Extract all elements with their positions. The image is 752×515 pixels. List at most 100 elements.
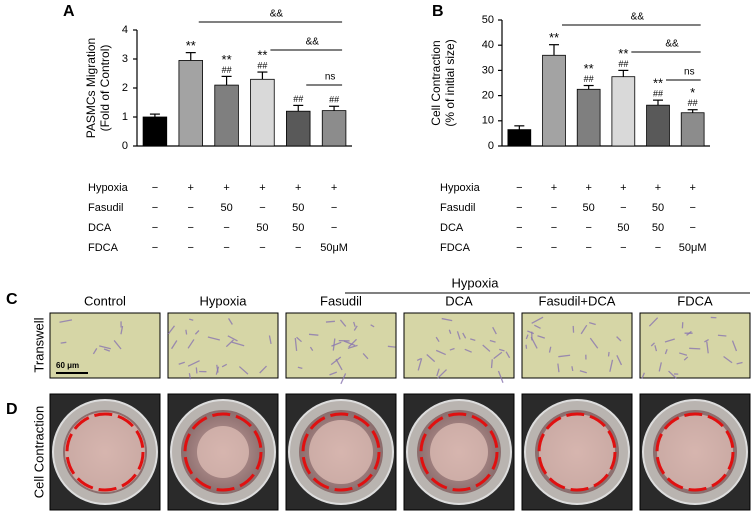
cell — [189, 318, 194, 321]
cell — [558, 354, 571, 358]
table-cell: + — [585, 182, 591, 194]
cell — [664, 349, 668, 355]
cell — [482, 344, 491, 352]
table-row-label: DCA — [440, 222, 464, 234]
comparison-label: && — [631, 12, 645, 23]
table-cell: + — [620, 182, 626, 194]
column-label: FDCA — [677, 293, 713, 308]
table-cell: + — [551, 182, 557, 194]
table-cell: − — [551, 222, 557, 234]
cell — [187, 339, 195, 349]
table-cell: − — [655, 242, 661, 254]
table-row-label: DCA — [88, 222, 112, 234]
table-cell: − — [223, 242, 229, 254]
y-tick-label: 50 — [482, 14, 494, 26]
y-tick-label: 2 — [122, 82, 128, 94]
significance-mark: ## — [329, 95, 339, 105]
cell — [525, 344, 528, 349]
cell — [294, 337, 298, 351]
cell — [679, 352, 688, 356]
gel — [197, 426, 249, 478]
cell — [362, 353, 369, 360]
cell — [668, 370, 677, 379]
table-cell: − — [188, 222, 194, 234]
cell — [654, 345, 658, 352]
cell — [435, 336, 440, 343]
significance-mark: * — [690, 85, 695, 100]
bar — [142, 116, 168, 147]
significance-mark: ** — [549, 30, 559, 45]
cell — [325, 320, 335, 323]
cell — [187, 360, 200, 367]
cell — [490, 359, 493, 369]
cell — [228, 318, 233, 325]
cell — [92, 348, 98, 355]
y-tick-label: 40 — [482, 39, 494, 51]
bar — [507, 129, 532, 147]
cell — [225, 339, 234, 348]
cell — [103, 348, 111, 352]
significance-mark: ** — [653, 76, 663, 91]
table-row-label: Hypoxia — [440, 182, 481, 194]
table-cell: − — [551, 242, 557, 254]
cell — [616, 336, 622, 342]
group-label: Hypoxia — [452, 275, 500, 290]
table-cell: 50 — [652, 222, 664, 234]
table-cell: − — [620, 242, 626, 254]
bar — [576, 88, 601, 147]
cell — [329, 371, 337, 376]
table-cell: − — [152, 222, 158, 234]
table-row-label: FDCA — [88, 242, 119, 254]
cell — [353, 325, 358, 331]
cell — [339, 319, 347, 327]
cell — [448, 329, 452, 334]
cell — [527, 330, 535, 335]
cell — [268, 335, 272, 344]
column-label: Fasudil — [320, 293, 362, 308]
cell — [60, 341, 67, 344]
table-cell: − — [331, 202, 337, 214]
table-cell: − — [331, 222, 337, 234]
comparison-label: && — [270, 9, 284, 20]
comparison-label: ns — [684, 67, 695, 78]
bar — [286, 110, 311, 147]
table-cell: − — [516, 242, 522, 254]
significance-mark: ## — [584, 74, 594, 84]
cell — [537, 335, 546, 339]
cell — [664, 338, 675, 343]
cell — [221, 363, 228, 368]
gel — [657, 414, 733, 490]
cell — [525, 334, 529, 340]
cell — [387, 345, 396, 348]
table-row-label: Hypoxia — [88, 182, 129, 194]
cell — [171, 340, 178, 350]
cell — [505, 351, 511, 359]
cell — [557, 363, 560, 373]
cell — [470, 338, 476, 341]
table-cell: − — [259, 202, 265, 214]
transwell-image — [167, 312, 279, 379]
y-axis-title: PASMCs Migration — [84, 38, 98, 138]
comparison-label: ns — [325, 72, 336, 83]
cell — [353, 321, 356, 327]
transwell-image — [49, 312, 161, 379]
bar — [321, 110, 347, 147]
cell — [309, 346, 314, 351]
cell — [426, 353, 436, 363]
table-row-label: Fasudil — [88, 202, 123, 214]
cell — [335, 358, 343, 371]
table-cell: + — [223, 182, 229, 194]
bar — [542, 54, 566, 147]
table-cell: − — [188, 202, 194, 214]
table-cell: − — [259, 242, 265, 254]
cell — [185, 329, 188, 335]
cell — [731, 340, 738, 352]
cell — [348, 338, 357, 348]
ring — [537, 412, 617, 492]
cell — [580, 324, 588, 335]
column-label: DCA — [445, 293, 473, 308]
cell — [195, 367, 198, 374]
cell — [736, 361, 743, 365]
cell — [689, 347, 701, 350]
